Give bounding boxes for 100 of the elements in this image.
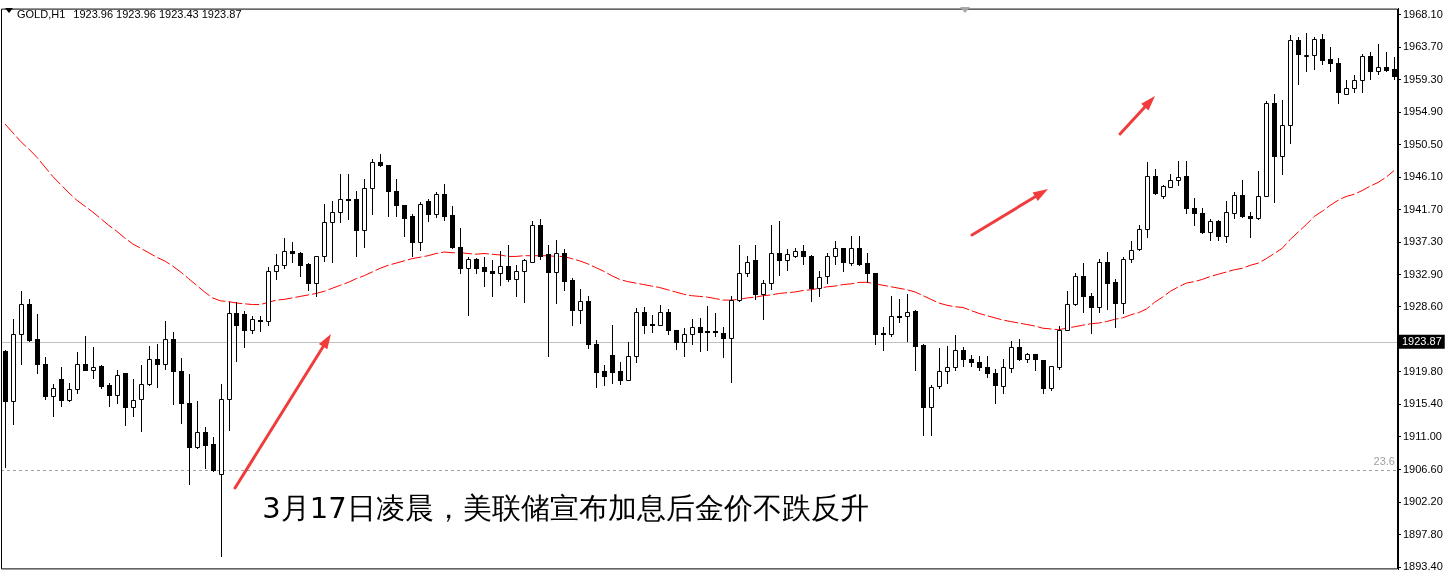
candlestick (19, 290, 24, 366)
annotation: 3月17日凌晨，美联储宣布加息后金价不跌反升 (262, 491, 869, 526)
y-tick-label: 1946.10 (1403, 170, 1443, 183)
candlestick (1145, 161, 1150, 239)
candlestick (634, 307, 639, 364)
y-tick-label: 1954.90 (1403, 105, 1443, 118)
candlestick (434, 191, 439, 219)
candlestick (1224, 200, 1229, 244)
candlestick (1376, 43, 1381, 76)
candlestick (1232, 191, 1237, 220)
candlestick (825, 252, 830, 285)
candlestick (1192, 197, 1197, 227)
candlestick (698, 317, 703, 353)
candlestick (1065, 290, 1070, 332)
candlestick (370, 158, 375, 216)
candlestick (953, 334, 958, 372)
candlestick (346, 173, 351, 221)
candlestick (1089, 292, 1094, 335)
candlestick (602, 364, 607, 387)
candlestick (546, 244, 551, 358)
y-tick-label: 1963.70 (1403, 40, 1443, 53)
candlestick (1057, 325, 1062, 371)
candlestick (729, 295, 734, 384)
chart-title: GOLD,H1 (17, 7, 66, 20)
y-tick-label: 1915.40 (1403, 397, 1443, 410)
candlestick (1176, 160, 1181, 187)
candlestick (937, 347, 942, 390)
candlestick (131, 378, 136, 418)
y-tick-label: 1919.80 (1403, 364, 1443, 377)
candlestick (362, 178, 367, 249)
candlestick (1256, 170, 1261, 221)
candlestick (713, 312, 718, 338)
candlestick (330, 200, 335, 264)
y-tick-label: 1902.20 (1403, 495, 1443, 508)
candlestick (290, 241, 295, 264)
candlestick (721, 326, 726, 359)
candlestick (490, 259, 495, 298)
candlestick (522, 258, 527, 304)
candlestick (610, 324, 615, 385)
candlestick (1248, 211, 1253, 239)
candlestick (1208, 218, 1213, 242)
candlestick (785, 248, 790, 272)
candlestick (1288, 34, 1293, 145)
candlestick (658, 304, 663, 327)
candlestick (498, 250, 503, 287)
candlestick (817, 270, 822, 298)
candlestick (1009, 340, 1014, 374)
candlestick (67, 382, 72, 403)
candlestick (338, 173, 343, 224)
candlestick (578, 288, 583, 325)
candlestick (75, 351, 80, 395)
candlestick (1304, 32, 1309, 73)
candlestick (554, 239, 559, 305)
candlestick (833, 240, 838, 266)
candlestick (1280, 99, 1285, 176)
y-tick-label: 1897.80 (1403, 527, 1443, 540)
candlestick (1384, 51, 1389, 73)
candlestick (482, 256, 487, 288)
candlestick (682, 327, 687, 358)
y-tick-label: 1932.90 (1403, 267, 1443, 280)
candlestick (889, 295, 894, 338)
candlestick (745, 255, 750, 278)
candlestick (1328, 46, 1333, 73)
y-tick-label: 1893.40 (1403, 560, 1443, 573)
y-tick-label: 1950.50 (1403, 137, 1443, 150)
candlestick (1001, 358, 1006, 395)
candlestick (514, 264, 519, 298)
candlestick (945, 345, 950, 385)
candlestick (626, 341, 631, 382)
candlestick (91, 346, 96, 380)
candlestick (227, 301, 232, 432)
candlestick (466, 256, 471, 317)
candlestick (234, 301, 239, 363)
y-tick-label: 1959.30 (1403, 72, 1443, 85)
y-tick-label: 1911.00 (1403, 430, 1442, 442)
candlestick (881, 326, 886, 352)
candlestick (274, 253, 279, 281)
candlestick (219, 383, 224, 558)
candlestick (282, 237, 287, 270)
candlestick (147, 345, 152, 387)
candlestick (163, 320, 168, 371)
y-tick-label: 1937.30 (1403, 235, 1443, 248)
candlestick (761, 279, 766, 321)
candlestick (115, 369, 120, 405)
candlestick (1097, 258, 1102, 314)
candlestick (11, 318, 16, 426)
ref-line-label: 1923.87 (1402, 334, 1442, 347)
candlestick (1137, 224, 1142, 252)
candlestick (1129, 240, 1134, 264)
candlestick (737, 244, 742, 303)
y-tick-label: 1906.60 (1403, 462, 1443, 475)
chart-subtitle: 1923.96 1923.96 1923.43 1923.87 (73, 7, 242, 20)
candlestick (929, 384, 934, 437)
candlestick (139, 364, 144, 433)
candlestick (83, 335, 88, 372)
candlestick (1121, 256, 1126, 315)
candlestick (266, 266, 271, 327)
annotation: 23.6 (1373, 454, 1395, 467)
y-tick-label: 1928.60 (1403, 299, 1443, 312)
candlestick (530, 220, 535, 264)
